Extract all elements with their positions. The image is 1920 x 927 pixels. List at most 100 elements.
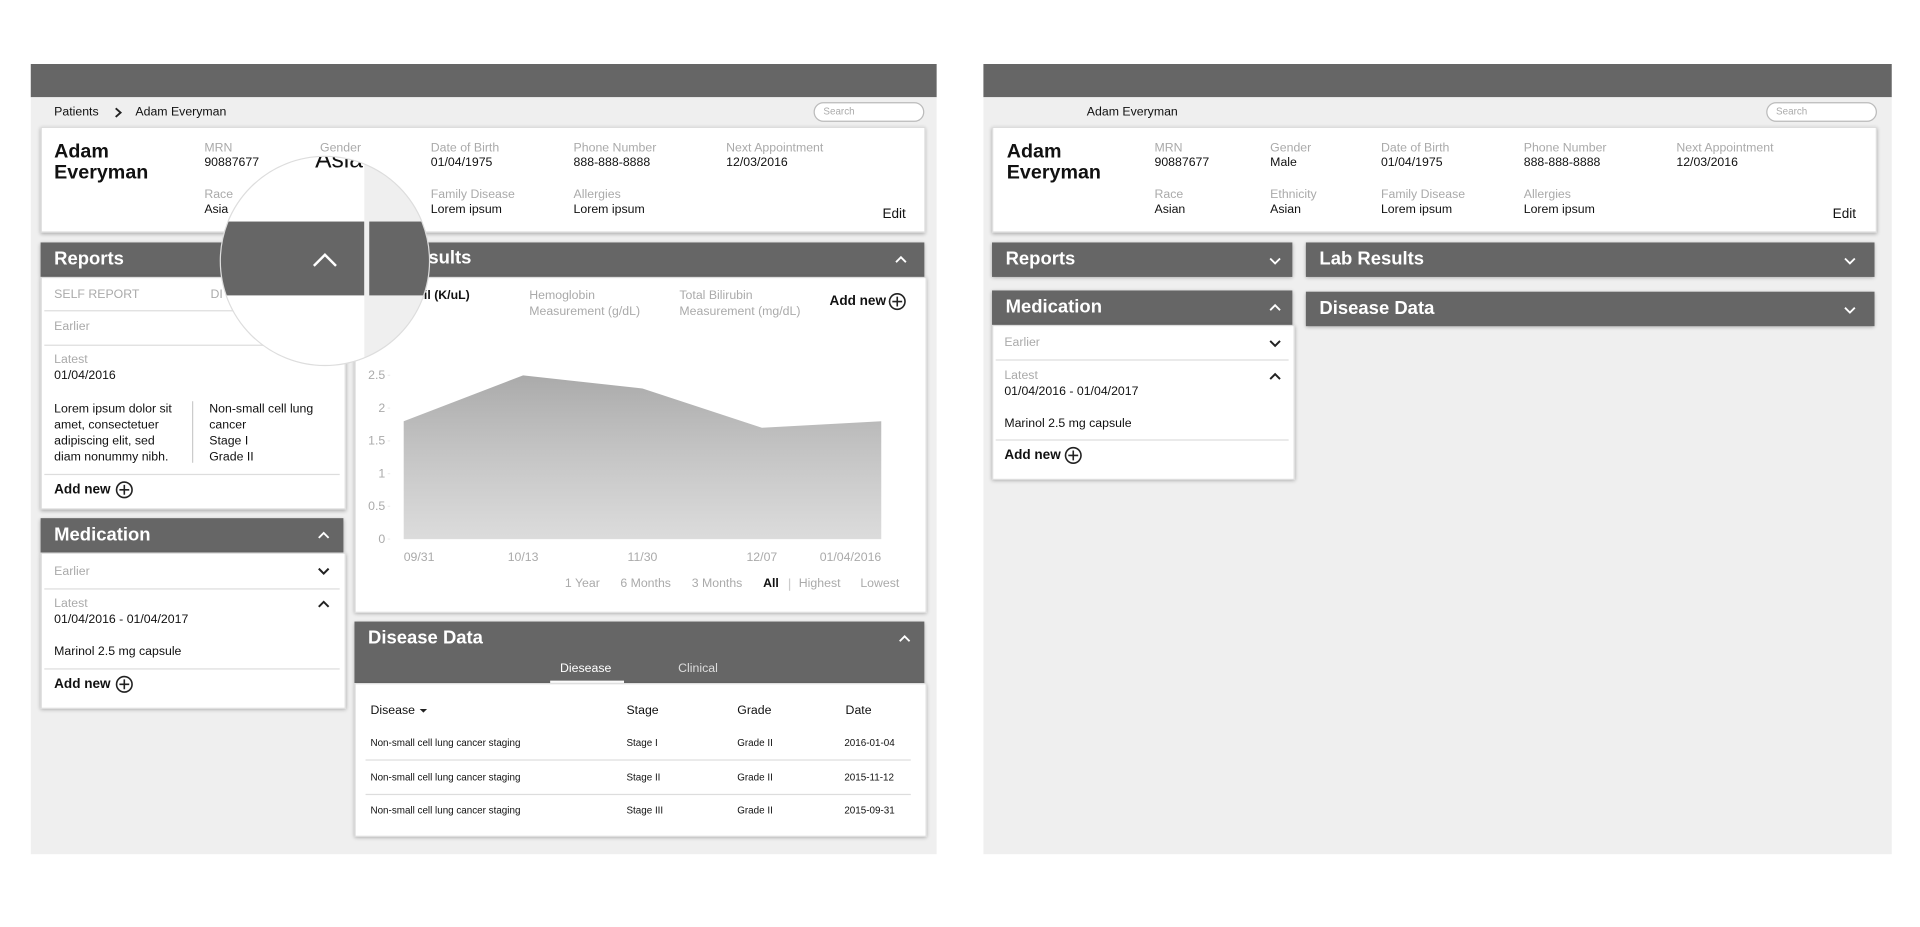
- th: Stage: [626, 704, 659, 718]
- lab-tab[interactable]: Total Bilirubin Measurement (mg/dL): [679, 289, 801, 319]
- chevron[interactable]: [1269, 257, 1281, 265]
- range[interactable]: 6 Months: [620, 577, 671, 591]
- range[interactable]: Lowest: [860, 577, 900, 591]
- field-label: Ethnicity: [1270, 188, 1317, 202]
- field-label: MRN: [204, 141, 233, 156]
- diagnosis: Stage I: [209, 434, 249, 449]
- chevron[interactable]: [1269, 372, 1281, 380]
- edit[interactable]: Edit: [1832, 206, 1857, 222]
- y-tick-label: 1.5: [368, 434, 385, 448]
- chevron[interactable]: [1269, 340, 1281, 348]
- field-label: Phone Number: [1523, 141, 1607, 156]
- add-icon[interactable]: [115, 481, 133, 499]
- panel-header[interactable]: Reports: [992, 242, 1293, 277]
- field-value: Lorem ipsum: [1380, 203, 1453, 217]
- td: Grade II: [737, 737, 773, 749]
- breadcrumb[interactable]: Patients: [54, 105, 99, 120]
- patient-card: [992, 126, 1877, 233]
- label: Earlier: [1004, 336, 1040, 350]
- range[interactable]: 1 Year: [564, 577, 600, 591]
- y-tick-label: 1: [378, 466, 385, 480]
- field-value: Asian: [1154, 203, 1186, 217]
- edit[interactable]: Edit: [882, 206, 906, 222]
- add-new[interactable]: Add new: [1004, 448, 1061, 463]
- chevron[interactable]: [1844, 306, 1856, 314]
- field-value: 12/03/2016: [1676, 156, 1738, 170]
- tab[interactable]: Diesease: [560, 662, 612, 676]
- chevron[interactable]: [318, 600, 330, 608]
- add-icon[interactable]: [115, 675, 133, 693]
- chevron[interactable]: [318, 567, 330, 575]
- tab[interactable]: Clinical: [678, 662, 718, 676]
- field-value: Lorem ipsum: [430, 203, 502, 217]
- panel-header[interactable]: Medication: [992, 290, 1293, 325]
- sort-icon: [419, 708, 428, 713]
- label: Latest: [1004, 369, 1038, 383]
- chevron[interactable]: [1269, 303, 1281, 311]
- breadcrumb: Adam Everyman: [1086, 105, 1178, 120]
- x-tick-label: 11/30: [628, 550, 658, 564]
- add-icon[interactable]: [1064, 446, 1082, 464]
- field-label: Date of Birth: [1380, 141, 1450, 156]
- field-label: MRN: [1154, 141, 1183, 156]
- field-value: Asia: [204, 203, 229, 217]
- column: SELF REPORT: [54, 288, 140, 302]
- field-value: 01/04/1975: [1380, 156, 1443, 170]
- dates: 01/04/2016 - 01/04/2017: [54, 612, 189, 627]
- panel-header[interactable]: Disease Data: [1305, 291, 1875, 327]
- panel-header[interactable]: Lab Results: [1305, 242, 1875, 277]
- lab-chart: 0 0.5 1 1.5 2 2.5 09/31 10/13 11/30 12/07 01/04/20…: [368, 368, 882, 564]
- diagnosis: Non-small cell lung cancer: [209, 402, 314, 433]
- field-label: Next Appointment: [1676, 141, 1774, 156]
- add-new[interactable]: Add new: [54, 676, 111, 692]
- medication-body: [992, 324, 1295, 481]
- td: 2015-09-31: [844, 804, 895, 817]
- field-value: Lorem ipsum: [573, 203, 645, 217]
- range[interactable]: Highest: [798, 577, 841, 591]
- drug: Marinol 2.5 mg capsule: [1004, 417, 1132, 431]
- range[interactable]: 3 Months: [691, 577, 743, 591]
- diagnosis: Grade II: [209, 450, 254, 465]
- panel-header[interactable]: [354, 242, 925, 277]
- chevron[interactable]: [898, 635, 911, 642]
- field-value: Male: [1270, 156, 1297, 170]
- search-box[interactable]: [1766, 102, 1877, 122]
- lab-tab[interactable]: Hemoglobin Measurement (g/dL): [529, 289, 641, 319]
- chevron[interactable]: [318, 531, 330, 539]
- th: Date: [845, 704, 872, 718]
- add-icon[interactable]: [888, 292, 906, 311]
- td: 2016-01-04: [844, 737, 895, 749]
- td: Grade II: [737, 804, 773, 817]
- field-label: Phone Number: [573, 141, 657, 156]
- td: Non-small cell lung cancer staging: [370, 771, 521, 783]
- add-new[interactable]: Add new: [829, 294, 886, 309]
- patient-card: [40, 126, 926, 233]
- th[interactable]: Disease: [370, 704, 415, 718]
- dates: 01/04/2016 - 01/04/2017: [1004, 385, 1139, 399]
- y-tick-label: 2: [378, 401, 385, 415]
- y-tick-label: 0: [378, 532, 385, 546]
- x-tick-label: 10/13: [508, 550, 539, 564]
- field-label: Family Disease: [1380, 188, 1466, 202]
- field-label: Family Disease: [430, 188, 515, 202]
- panel-header[interactable]: Disease Data: [354, 621, 925, 684]
- search-box[interactable]: [813, 102, 925, 122]
- patient-name: Adam Everyman: [54, 141, 149, 184]
- td: Stage I: [626, 737, 658, 749]
- area: [403, 375, 882, 540]
- field-label: Race: [204, 188, 234, 202]
- td: Non-small cell lung cancer staging: [370, 804, 521, 817]
- chevron[interactable]: [1844, 257, 1856, 265]
- row-sep: [365, 793, 911, 795]
- range[interactable]: All: [763, 577, 779, 591]
- field-value: 90887677: [1154, 156, 1210, 170]
- label: Earlier: [54, 564, 90, 579]
- add-new[interactable]: Add new: [54, 482, 111, 498]
- td: Stage III: [626, 804, 664, 817]
- panel-header[interactable]: Medication: [40, 518, 344, 553]
- field-label: Allergies: [573, 188, 621, 202]
- magnifier: Asia: [219, 155, 431, 367]
- chevron[interactable]: [895, 255, 907, 263]
- column: DI: [210, 288, 223, 302]
- label: Earlier: [54, 320, 90, 334]
